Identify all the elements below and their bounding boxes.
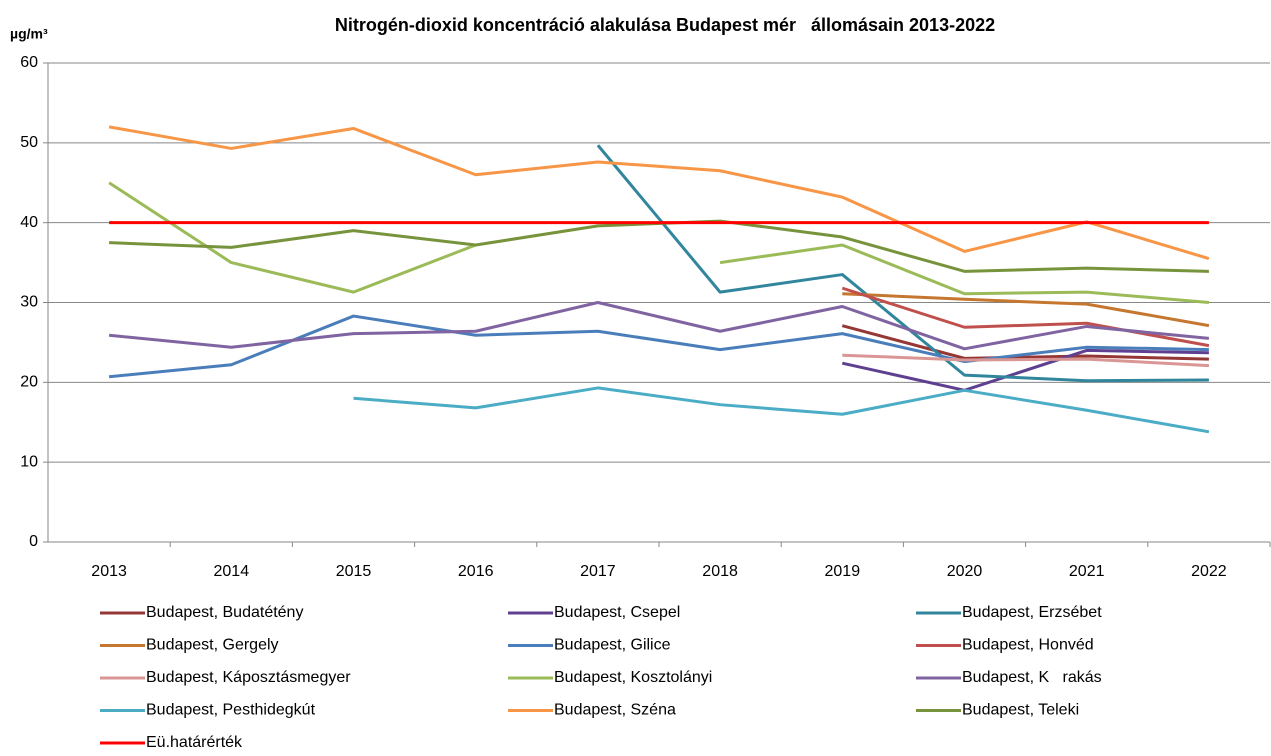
y-tick-label: 10	[20, 453, 38, 470]
x-tick-label: 2020	[947, 563, 983, 580]
x-tick-label: 2019	[825, 563, 861, 580]
y-tick-label: 0	[29, 533, 38, 550]
x-tick-label: 2015	[336, 563, 372, 580]
legend-label: Budapest, Honvéd	[962, 637, 1094, 654]
y-tick-label: 60	[20, 54, 38, 71]
y-tick-label: 40	[20, 214, 38, 231]
series-line	[842, 353, 1209, 368]
legend-label: Eü.határérték	[146, 734, 243, 751]
legend-label: Budapest, Erzsébet	[962, 604, 1102, 621]
legend-label: Budapest, Csepel	[554, 604, 680, 621]
legend-label: Budapest, Pesthidegkút	[146, 702, 316, 719]
legend-label: Budapest, Teleki	[962, 702, 1079, 719]
x-tick-label: 2018	[702, 563, 738, 580]
series-line	[109, 219, 1209, 273]
x-tick-label: 2022	[1191, 563, 1227, 580]
x-tick-label: 2014	[214, 563, 250, 580]
x-tick-label: 2017	[580, 563, 616, 580]
y-tick-label: 20	[20, 374, 38, 391]
legend-label: Budapest, Széna	[554, 702, 676, 719]
y-tick-label: 30	[20, 294, 38, 311]
series-line	[596, 144, 1209, 383]
legend-label: Budapest, Gilice	[554, 637, 671, 654]
legend-label: Budapest, Kosztolányi	[554, 669, 712, 686]
series-line	[841, 324, 1209, 361]
series-line	[842, 292, 1210, 328]
legend-label: Budapest, Gergely	[146, 637, 279, 654]
series-line	[353, 386, 1210, 434]
legend-label: Budapest, K rakás	[962, 669, 1102, 686]
series-line	[108, 125, 1210, 261]
legend-label: Budapest, Káposztásmegyer	[146, 669, 351, 686]
x-tick-label: 2013	[91, 563, 127, 580]
series-line	[108, 301, 1210, 351]
x-tick-label: 2016	[458, 563, 494, 580]
series-line	[841, 286, 1210, 348]
y-axis-label: µg/m³	[10, 26, 48, 42]
x-tick-label: 2021	[1069, 563, 1105, 580]
series-line	[841, 348, 1209, 392]
y-tick-label: 50	[20, 134, 38, 151]
legend-label: Budapest, Budatétény	[146, 604, 303, 621]
chart-title: Nitrogén-dioxid koncentráció alakulása B…	[335, 15, 995, 35]
